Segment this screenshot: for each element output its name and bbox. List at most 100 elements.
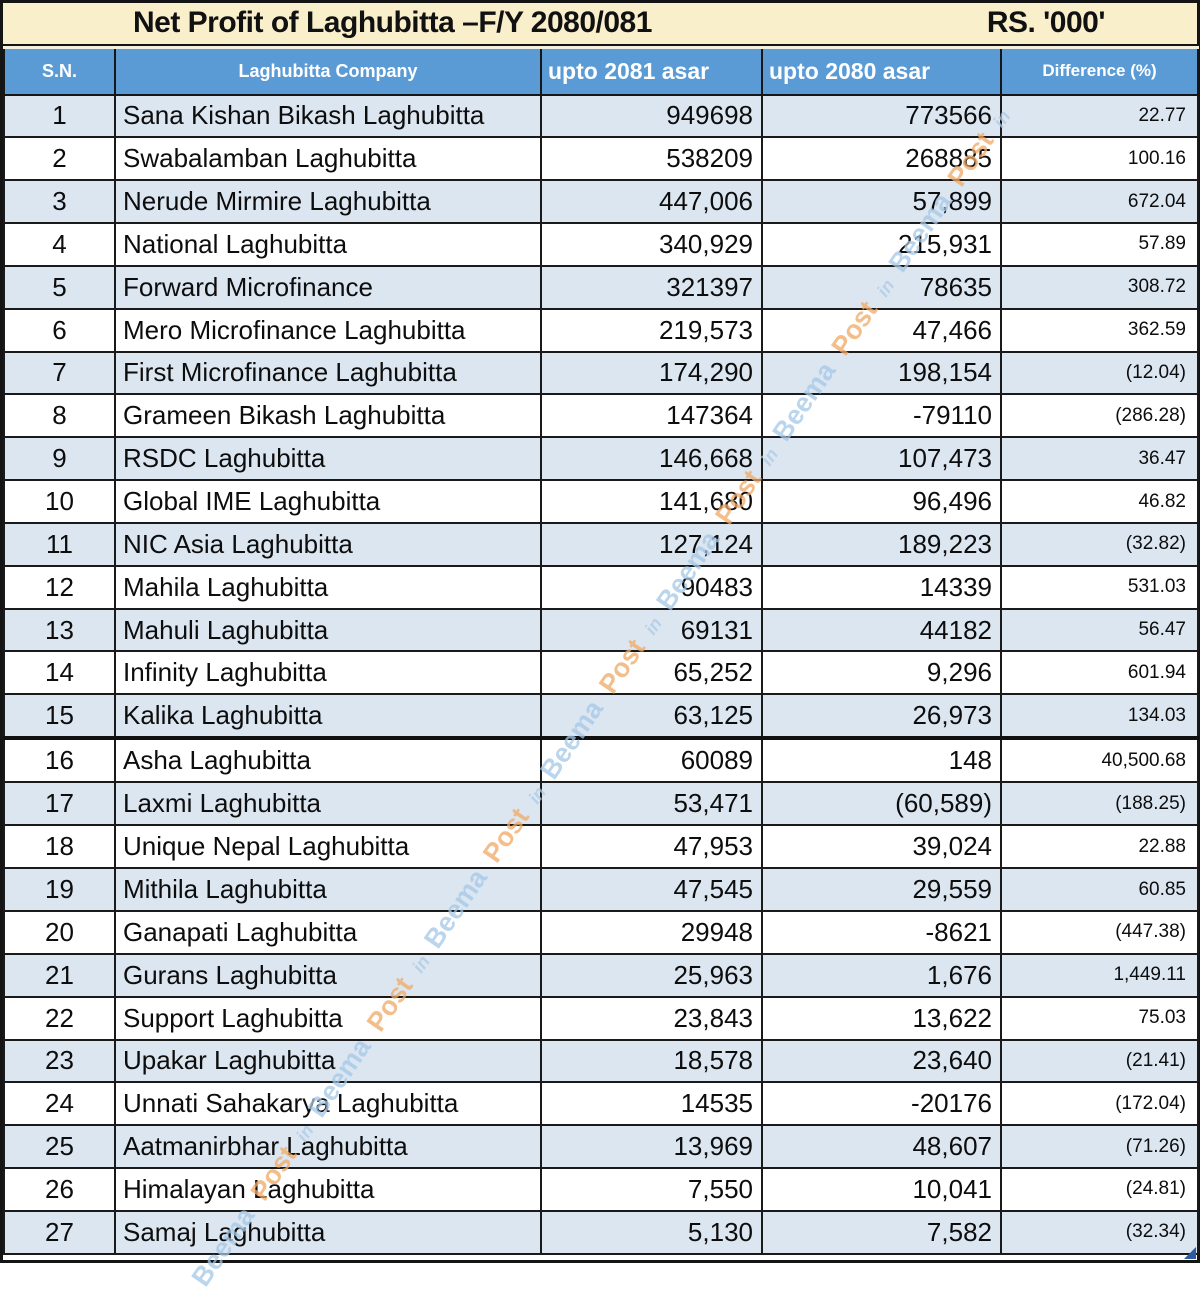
value-2080-cell: 189,223	[761, 521, 1002, 567]
company-cell: Support Laghubitta	[114, 995, 542, 1041]
company-cell: Gurans Laghubitta	[114, 952, 542, 998]
table-row: 19 Mithila Laghubitta 47,545 29,559 60.85	[3, 867, 1199, 912]
sn-cell: 5	[3, 264, 116, 310]
col-header-sn: S.N.	[3, 46, 116, 96]
company-cell: Sana Kishan Bikash Laghubitta	[114, 93, 542, 139]
sn-cell: 8	[3, 393, 116, 439]
sn-cell: 7	[3, 350, 116, 396]
table-row: 20 Ganapati Laghubitta 29948 -8621 (447.38)	[3, 910, 1199, 955]
col-header-upto-2080: upto 2080 asar	[761, 46, 1002, 96]
company-cell: Laxmi Laghubitta	[114, 781, 542, 827]
company-cell: National Laghubitta	[114, 222, 542, 267]
table-row: 14 Infinity Laghubitta 65,252 9,296 601.94	[3, 650, 1199, 696]
difference-cell: 601.94	[1000, 650, 1199, 696]
sn-cell: 13	[3, 607, 116, 653]
difference-cell: (32.34)	[1000, 1209, 1199, 1256]
value-2081-cell: 90483	[540, 564, 763, 610]
difference-cell: (172.04)	[1000, 1081, 1199, 1127]
value-2081-cell: 538209	[540, 136, 763, 182]
col-header-difference: Difference (%)	[1000, 46, 1199, 96]
company-cell: Mero Microfinance Laghubitta	[114, 307, 542, 353]
table-row: 15 Kalika Laghubitta 63,125 26,973 134.03	[3, 693, 1199, 740]
sn-cell: 2	[3, 136, 116, 182]
table-row: 3 Nerude Mirmire Laghubitta 447,006 57,899 6…	[3, 179, 1199, 225]
value-2081-cell: 53,471	[540, 781, 763, 827]
value-2081-cell: 25,963	[540, 952, 763, 998]
value-2081-cell: 60089	[540, 736, 763, 784]
table-row: 9 RSDC Laghubitta 146,668 107,473 36.47	[3, 436, 1199, 482]
sn-cell: 17	[3, 781, 116, 827]
table-row: 22 Support Laghubitta 23,843 13,622 75.03	[3, 995, 1199, 1041]
value-2081-cell: 949698	[540, 93, 763, 139]
company-cell: Forward Microfinance	[114, 264, 542, 310]
company-cell: Nerude Mirmire Laghubitta	[114, 179, 542, 225]
sn-cell: 11	[3, 521, 116, 567]
table-row: 23 Upakar Laghubitta 18,578 23,640 (21.41)	[3, 1038, 1199, 1084]
table-row: 5 Forward Microfinance 321397 78635 308.72	[3, 264, 1199, 310]
company-cell: Samaj Laghubitta	[114, 1209, 542, 1256]
difference-cell: 100.16	[1000, 136, 1199, 182]
value-2081-cell: 174,290	[540, 350, 763, 396]
value-2080-cell: -79110	[761, 393, 1002, 439]
table-row: 4 National Laghubitta 340,929 215,931 57.89	[3, 222, 1199, 267]
difference-cell: 46.82	[1000, 479, 1199, 524]
company-cell: RSDC Laghubitta	[114, 436, 542, 482]
difference-cell: 60.85	[1000, 867, 1199, 912]
sn-cell: 16	[3, 736, 116, 784]
value-2080-cell: 215,931	[761, 222, 1002, 267]
value-2080-cell: 44182	[761, 607, 1002, 653]
difference-cell: (286.28)	[1000, 393, 1199, 439]
value-2081-cell: 47,953	[540, 824, 763, 870]
company-cell: Ganapati Laghubitta	[114, 910, 542, 955]
difference-cell: 672.04	[1000, 179, 1199, 225]
value-2081-cell: 63,125	[540, 693, 763, 740]
company-cell: Himalayan Laghubitta	[114, 1167, 542, 1212]
company-cell: Upakar Laghubitta	[114, 1038, 542, 1084]
value-2081-cell: 219,573	[540, 307, 763, 353]
table-row: 12 Mahila Laghubitta 90483 14339 531.03	[3, 564, 1199, 610]
value-2081-cell: 147364	[540, 393, 763, 439]
sn-cell: 18	[3, 824, 116, 870]
value-2080-cell: 268885	[761, 136, 1002, 182]
company-cell: NIC Asia Laghubitta	[114, 521, 542, 567]
sn-cell: 21	[3, 952, 116, 998]
table-row: 13 Mahuli Laghubitta 69131 44182 56.47	[3, 607, 1199, 653]
data-table: S.N. Laghubitta Company upto 2081 asar u…	[3, 46, 1199, 1256]
value-2080-cell: 96,496	[761, 479, 1002, 524]
value-2081-cell: 47,545	[540, 867, 763, 912]
value-2080-cell: 7,582	[761, 1209, 1002, 1256]
difference-cell: (32.82)	[1000, 521, 1199, 567]
value-2081-cell: 7,550	[540, 1167, 763, 1212]
table-row: 11 NIC Asia Laghubitta 127,124 189,223 (32.8…	[3, 521, 1199, 567]
company-cell: Unique Nepal Laghubitta	[114, 824, 542, 870]
sn-cell: 15	[3, 693, 116, 740]
sn-cell: 3	[3, 179, 116, 225]
value-2080-cell: 10,041	[761, 1167, 1002, 1212]
title-bar: Net Profit of Laghubitta –F/Y 2080/081 R…	[3, 3, 1197, 46]
sn-cell: 9	[3, 436, 116, 482]
company-cell: Kalika Laghubitta	[114, 693, 542, 740]
table-header-row: S.N. Laghubitta Company upto 2081 asar u…	[3, 46, 1199, 96]
sn-cell: 4	[3, 222, 116, 267]
difference-cell: 56.47	[1000, 607, 1199, 653]
difference-cell: 362.59	[1000, 307, 1199, 353]
difference-cell: 22.77	[1000, 93, 1199, 139]
value-2080-cell: 78635	[761, 264, 1002, 310]
value-2080-cell: 9,296	[761, 650, 1002, 696]
value-2081-cell: 18,578	[540, 1038, 763, 1084]
difference-cell: (447.38)	[1000, 910, 1199, 955]
difference-cell: (24.81)	[1000, 1167, 1199, 1212]
value-2081-cell: 14535	[540, 1081, 763, 1127]
difference-cell: 40,500.68	[1000, 736, 1199, 784]
value-2081-cell: 13,969	[540, 1124, 763, 1170]
sn-cell: 26	[3, 1167, 116, 1212]
sn-cell: 19	[3, 867, 116, 912]
value-2081-cell: 29948	[540, 910, 763, 955]
col-header-upto-2081: upto 2081 asar	[540, 46, 763, 96]
table-row: 7 First Microfinance Laghubitta 174,290 198…	[3, 350, 1199, 396]
table-row: 24 Unnati Sahakarya Laghubitta 14535 -20176…	[3, 1081, 1199, 1127]
value-2081-cell: 141,680	[540, 479, 763, 524]
company-cell: Global IME Laghubitta	[114, 479, 542, 524]
company-cell: Aatmanirbhar Laghubitta	[114, 1124, 542, 1170]
